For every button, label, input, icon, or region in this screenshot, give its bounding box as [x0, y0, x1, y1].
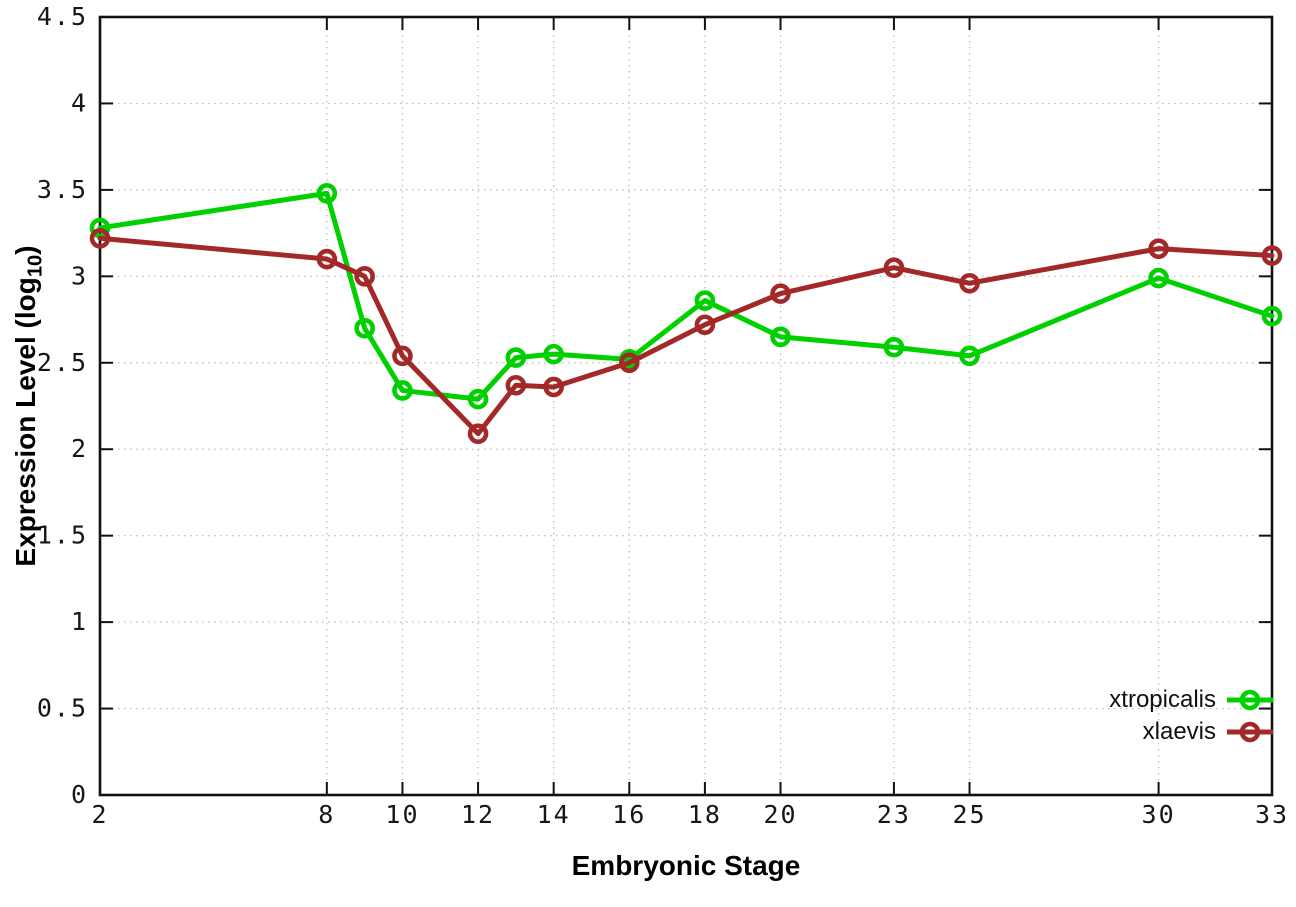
- svg-text:12: 12: [461, 800, 495, 829]
- svg-text:20: 20: [763, 800, 797, 829]
- svg-text:30: 30: [1142, 800, 1176, 829]
- svg-text:10: 10: [385, 800, 419, 829]
- svg-text:8: 8: [318, 800, 335, 829]
- svg-text:1.5: 1.5: [37, 521, 88, 550]
- svg-text:0.5: 0.5: [37, 694, 88, 723]
- y-axis-title-text: Expression Level (log: [10, 277, 41, 567]
- svg-text:1: 1: [71, 607, 88, 636]
- svg-text:3: 3: [71, 261, 88, 290]
- svg-text:16: 16: [612, 800, 646, 829]
- legend-label-xlaevis: xlaevis: [1142, 717, 1216, 745]
- y-axis-title-subscript: 10: [24, 254, 47, 278]
- svg-text:2.5: 2.5: [37, 348, 88, 377]
- svg-text:3.5: 3.5: [37, 175, 88, 204]
- legend-marker-icon: [1227, 689, 1273, 710]
- svg-text:0: 0: [71, 780, 88, 809]
- legend-item-xtropicalis: xtropicalis: [1109, 685, 1274, 714]
- legend: xtropicalis xlaevis: [1109, 685, 1274, 746]
- legend-item-xlaevis: xlaevis: [1109, 717, 1274, 746]
- svg-text:14: 14: [537, 800, 571, 829]
- x-axis-title: Embryonic Stage: [571, 850, 801, 881]
- svg-text:4: 4: [71, 88, 88, 117]
- legend-marker-icon: [1227, 721, 1273, 742]
- svg-text:33: 33: [1255, 800, 1289, 829]
- svg-text:4.5: 4.5: [37, 2, 88, 31]
- legend-label-xtropicalis: xtropicalis: [1109, 685, 1216, 713]
- svg-text:18: 18: [688, 800, 722, 829]
- svg-text:25: 25: [952, 800, 986, 829]
- svg-text:23: 23: [877, 800, 911, 829]
- y-axis-title-close: ): [10, 245, 41, 255]
- svg-text:2: 2: [91, 800, 108, 829]
- y-axis-title: Expression Level (log10): [10, 236, 50, 576]
- svg-text:2: 2: [71, 434, 88, 463]
